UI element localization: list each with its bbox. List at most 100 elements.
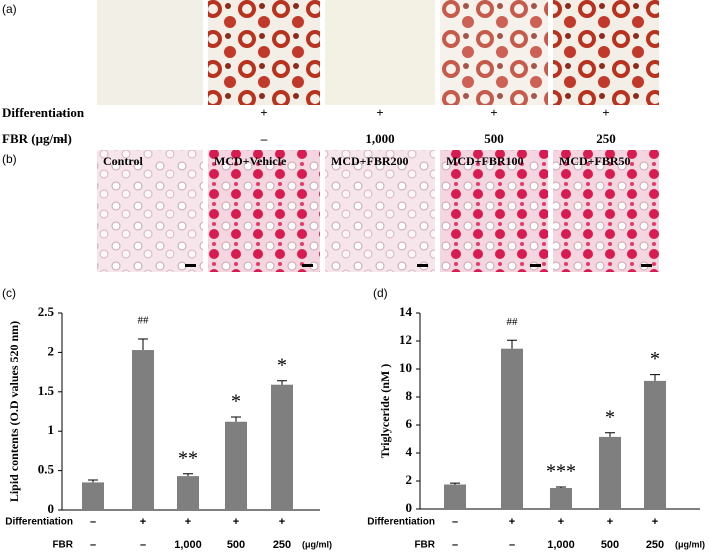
row-cell: – [58, 131, 66, 146]
y-tick-label: 0 [48, 501, 55, 516]
unit: (μg/ml) [302, 539, 332, 549]
scale-bar [530, 264, 541, 267]
row-cell: – [58, 105, 66, 120]
bar [501, 348, 523, 509]
bar [271, 384, 293, 510]
scale-bar [641, 264, 652, 267]
y-tick-label: 10 [399, 360, 412, 375]
y-tick-label: 2.5 [38, 304, 55, 319]
row-cell: – [90, 516, 96, 528]
y-tick-label: 4 [406, 444, 413, 459]
panel-label: (c) [2, 286, 16, 300]
error-bar [556, 486, 566, 488]
row-cell: – [140, 539, 146, 551]
row-label: FBR (μg/ml) [2, 131, 72, 146]
row-cell: 250 [596, 131, 616, 146]
scale-bar [302, 264, 313, 267]
scale-bar [185, 264, 196, 267]
row-cell: 500 [484, 131, 504, 146]
significance: * [277, 354, 287, 376]
row-cell: + [279, 516, 285, 528]
error-bar [138, 338, 148, 351]
row-label: Differentiation [2, 105, 85, 120]
error-bar [507, 339, 517, 349]
micrograph [208, 150, 320, 272]
image-label: MCD+FBR200 [331, 154, 409, 168]
micrograph [553, 150, 659, 272]
error-bar [277, 380, 287, 385]
image-label: MCD+FBR50 [559, 154, 631, 168]
row-cell: – [509, 539, 515, 551]
row-cell: + [490, 105, 497, 120]
row-cell: + [233, 516, 239, 528]
row-cell: + [607, 516, 613, 528]
row-label: FBR [414, 540, 435, 551]
row-cell: 500 [227, 539, 245, 551]
significance: ** [178, 447, 198, 469]
panel-label: (b) [2, 152, 17, 166]
row-cell: – [260, 131, 268, 146]
y-tick-label: 12 [399, 332, 412, 347]
row-cell: 250 [646, 539, 664, 551]
row-label: Differentiation [5, 517, 73, 528]
y-axis-label: Lipid contents (O.D values 520 nm) [7, 321, 21, 502]
significance: *** [546, 461, 576, 483]
row-cell: + [558, 516, 564, 528]
micrograph [325, 150, 435, 272]
y-tick-label: 0 [406, 500, 413, 515]
micrograph [440, 150, 548, 272]
error-bar [231, 416, 241, 422]
y-tick-label: 6 [406, 416, 413, 431]
y-tick-label: 2 [406, 472, 413, 487]
y-tick-label: 1.5 [38, 383, 55, 398]
y-tick-label: 8 [406, 388, 413, 403]
bar [444, 484, 466, 509]
y-tick-label: 14 [399, 304, 413, 319]
error-bar [650, 374, 660, 381]
row-cell: + [376, 105, 383, 120]
row-cell: + [185, 516, 191, 528]
row-cell: – [452, 516, 458, 528]
row-cell: + [140, 516, 146, 528]
error-bar [605, 432, 615, 437]
bar [82, 482, 104, 510]
bar [225, 421, 247, 510]
row-cell: – [452, 539, 458, 551]
row-label: Differentiation [367, 517, 435, 528]
significance: ## [507, 316, 519, 328]
significance: * [231, 391, 241, 413]
unit: (μg/ml) [675, 539, 705, 549]
panel-label: (a) [2, 2, 17, 16]
row-cell: 1,000 [365, 131, 394, 146]
row-cell: 1,000 [174, 539, 202, 551]
micrograph [208, 0, 320, 105]
image-label: MCD+FBR100 [446, 154, 524, 168]
bar [132, 350, 154, 510]
micrograph [440, 0, 548, 105]
panel-label: (d) [373, 286, 388, 300]
y-tick-label: 0.5 [38, 462, 55, 477]
row-cell: 500 [601, 539, 619, 551]
row-cell: – [90, 539, 96, 551]
micrograph [553, 0, 659, 105]
bar [177, 476, 199, 510]
image-label: MCD+Vehicle [214, 154, 287, 168]
row-cell: + [260, 105, 267, 120]
error-bar [88, 479, 98, 483]
row-label: FBR [52, 540, 73, 551]
error-bar [450, 482, 460, 485]
y-axis-label: Triglyceride (nM ) [378, 364, 392, 458]
error-bar [183, 473, 193, 477]
bar [550, 488, 572, 509]
significance: * [650, 348, 660, 370]
row-cell: + [652, 516, 658, 528]
micrograph [97, 150, 203, 272]
row-cell: + [509, 516, 515, 528]
row-cell: + [602, 105, 609, 120]
row-cell: 1,000 [547, 539, 575, 551]
micrograph [97, 0, 203, 105]
y-tick-label: 1 [48, 422, 55, 437]
micrograph [325, 0, 435, 105]
significance: ## [138, 315, 150, 327]
